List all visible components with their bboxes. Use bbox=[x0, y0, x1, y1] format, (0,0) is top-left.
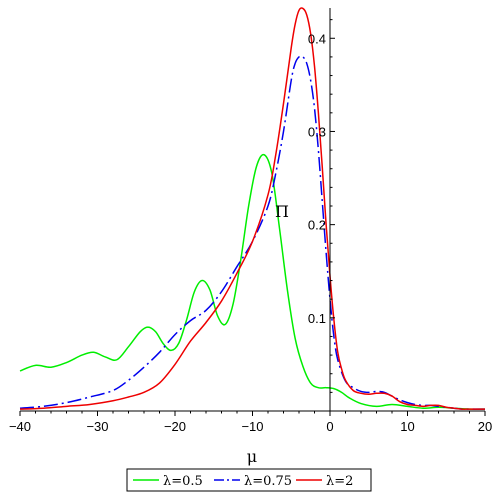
x-tick-label: −10 bbox=[241, 419, 263, 434]
x-tick-label: −40 bbox=[9, 419, 31, 434]
y-tick-label: 0.1 bbox=[308, 311, 326, 326]
legend-label-2: λ=0.75 bbox=[244, 474, 292, 489]
x-tick-label: −30 bbox=[86, 419, 108, 434]
x-tick-label: 0 bbox=[326, 419, 333, 434]
legend-items: λ=0.5 λ=0.75 λ=2 bbox=[133, 474, 353, 489]
x-tick-label: 20 bbox=[478, 419, 492, 434]
series-line-3 bbox=[19, 7, 485, 410]
legend-label-1: λ=0.5 bbox=[163, 474, 203, 489]
legend-box bbox=[126, 468, 372, 492]
y-tick-label: 0.4 bbox=[308, 31, 326, 46]
y-tick-label: 0.2 bbox=[308, 218, 326, 233]
y-axis-label: Π bbox=[275, 202, 289, 221]
axes-layer bbox=[20, 8, 485, 412]
x-tick-label: −20 bbox=[164, 419, 186, 434]
y-tick-label: 0.3 bbox=[308, 124, 326, 139]
legend-label-3: λ=2 bbox=[326, 474, 353, 489]
x-ticks: −40 −30 −20 −10 0 10 20 bbox=[9, 411, 492, 434]
series-layer bbox=[19, 7, 486, 410]
x-axis-label: μ bbox=[247, 447, 257, 466]
y-ticks: 0.1 0.2 0.3 0.4 bbox=[308, 19, 335, 393]
x-tick-label: 10 bbox=[400, 419, 414, 434]
series-line-1 bbox=[19, 153, 486, 410]
legend: λ=0.5 λ=0.75 λ=2 bbox=[126, 468, 372, 492]
series-line-2 bbox=[19, 55, 485, 410]
